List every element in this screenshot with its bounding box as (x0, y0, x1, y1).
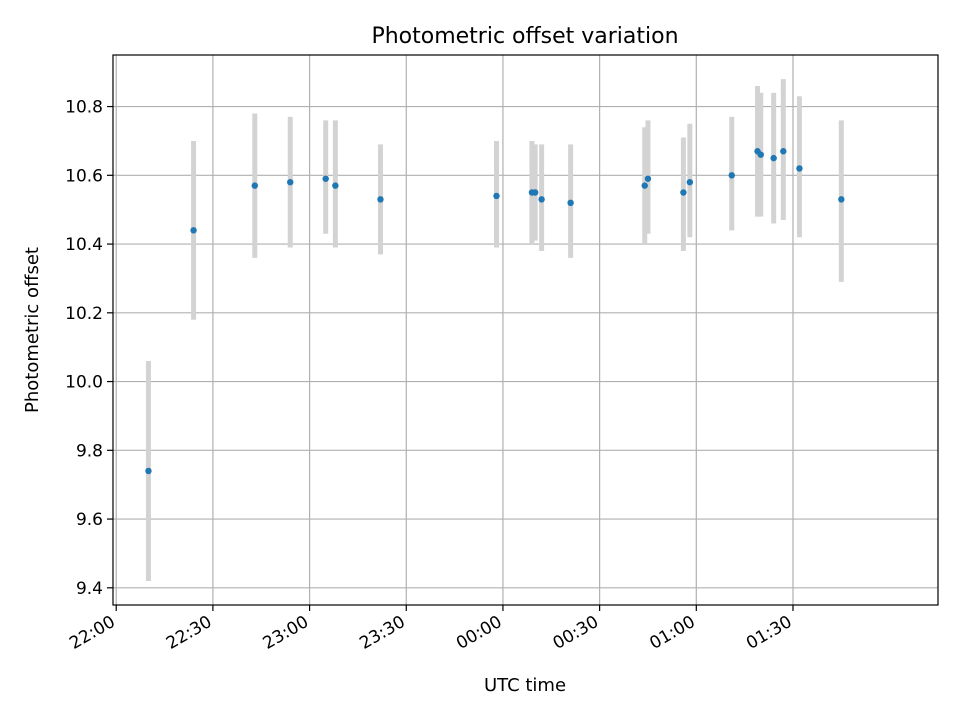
x-tick-label: 22:00 (66, 612, 118, 654)
chart-title: Photometric offset variation (371, 24, 678, 49)
data-point (538, 196, 545, 203)
y-axis-ticks: 9.4 9.6 9.8 10.0 10.2 10.4 10.6 10.8 (65, 98, 113, 599)
y-tick-label: 10.4 (65, 235, 103, 255)
y-tick-label: 10.8 (65, 98, 103, 118)
x-tick-label: 23:00 (260, 612, 312, 654)
y-tick-label: 10.0 (65, 373, 103, 393)
data-point (644, 175, 652, 182)
data-point (680, 189, 687, 196)
data-point (322, 175, 329, 182)
data-point (332, 182, 339, 189)
data-point (377, 196, 384, 203)
y-tick-label: 9.8 (76, 441, 103, 461)
x-tick-label: 00:00 (453, 612, 505, 654)
data-point (251, 182, 258, 189)
x-tick-label: 00:30 (550, 612, 602, 654)
plot-area (113, 55, 938, 605)
data-point (780, 148, 787, 155)
y-axis-label: Photometric offset (22, 247, 43, 413)
x-tick-label: 22:30 (163, 612, 215, 654)
data-point (567, 199, 574, 207)
x-tick-label: 23:30 (356, 612, 408, 654)
data-point (796, 165, 803, 172)
data-points (145, 148, 845, 475)
x-axis-ticks: 22:00 22:30 23:00 23:30 00:00 00:30 01:00 01:30 (66, 605, 795, 654)
data-point (770, 154, 777, 162)
data-point (686, 178, 694, 186)
data-point (838, 196, 845, 203)
grid (113, 55, 938, 605)
data-point (728, 172, 735, 179)
data-point (190, 227, 197, 234)
data-point (757, 151, 764, 158)
data-point (287, 178, 294, 186)
y-tick-label: 9.4 (76, 579, 103, 599)
x-axis-label: UTC time (484, 675, 566, 696)
y-tick-label: 10.6 (65, 166, 103, 186)
x-tick-label: 01:30 (743, 612, 795, 654)
data-point (145, 467, 152, 475)
data-point (531, 189, 539, 196)
plot-border (112, 54, 939, 606)
data-point (641, 182, 648, 189)
y-tick-label: 10.2 (65, 304, 103, 324)
data-point (493, 192, 500, 200)
y-tick-label: 9.6 (76, 510, 103, 530)
x-tick-label: 01:00 (646, 612, 698, 654)
